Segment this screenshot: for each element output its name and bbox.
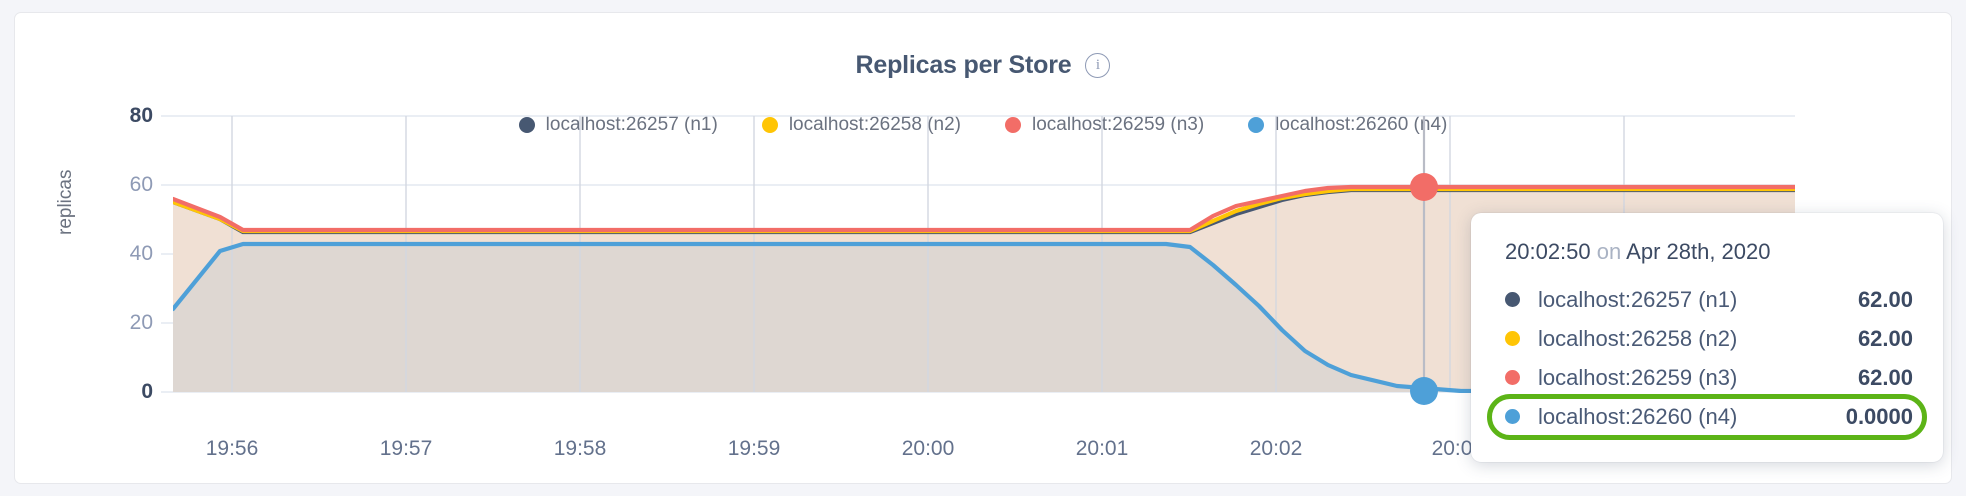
series-line-n3	[173, 184, 1795, 233]
chart-header: Replicas per Store i	[15, 51, 1951, 80]
hover-marker-n3	[1410, 173, 1438, 201]
area-fills	[173, 188, 1795, 392]
y-tick-40: 40	[129, 242, 153, 265]
x-tick-1959: 19:59	[727, 437, 781, 460]
legend-item-n1[interactable]: localhost:26257 (n1)	[518, 114, 718, 136]
tooltip-on-word: on	[1596, 239, 1622, 264]
tooltip-dot-icon-n1	[1505, 292, 1520, 307]
y-tick-0: 0	[141, 380, 153, 403]
x-tick-2003: 20:0	[1431, 437, 1473, 460]
legend-dot-icon-n1	[518, 117, 535, 133]
y-tick-20: 20	[129, 311, 153, 334]
area-fill-lower	[173, 244, 1795, 392]
legend-label-n2: localhost:26258 (n2)	[788, 114, 961, 135]
legend-item-n3[interactable]: localhost:26259 (n3)	[1005, 114, 1204, 136]
tooltip-label-n4: localhost:26260 (n4)	[1538, 403, 1738, 429]
chart-legend: localhost:26257 (n1) localhost:26258 (n2…	[15, 114, 1951, 136]
tooltip-value-n4: 0.0000	[1845, 403, 1913, 429]
tooltip-date: Apr 28th, 2020	[1626, 239, 1771, 264]
tooltip-timestamp: 20:02:50 on Apr 28th, 2020	[1505, 239, 1913, 265]
x-tick-1958: 19:58	[553, 437, 607, 460]
legend-dot-icon-n4	[1248, 117, 1265, 133]
tooltip-row-n2: localhost:26258 (n2) 62.00	[1505, 319, 1913, 358]
hover-marker-n4	[1410, 377, 1438, 405]
x-tick-1956: 19:56	[205, 437, 259, 460]
legend-dot-icon-n2	[761, 117, 778, 133]
tooltip-dot-icon-n2	[1505, 331, 1520, 346]
tooltip-time: 20:02:50	[1505, 239, 1591, 264]
tooltip-label-n3: localhost:26259 (n3)	[1538, 364, 1738, 390]
tooltip-value-n3: 62.00	[1857, 364, 1913, 390]
plot-area: replicas 80 60 40 20 0	[15, 13, 1953, 485]
x-tick-2000: 20:00	[901, 437, 955, 460]
y-axis-ticks: 80 60 40 20 0	[75, 13, 153, 485]
tooltip-row-n4: localhost:26260 (n4) 0.0000	[1487, 394, 1927, 440]
tooltip-value-n1: 62.00	[1857, 286, 1913, 312]
legend-dot-icon-n3	[1005, 117, 1021, 133]
tooltip-label-n2: localhost:26258 (n2)	[1538, 325, 1738, 351]
tooltip-value-n2: 62.00	[1857, 325, 1913, 351]
tooltip-row-n1: localhost:26257 (n1) 62.00	[1505, 280, 1913, 319]
x-tick-2002: 20:02	[1249, 437, 1303, 460]
hover-crosshair	[1410, 116, 1438, 405]
series-line-n4	[173, 241, 1795, 393]
legend-label-n1: localhost:26257 (n1)	[545, 114, 718, 135]
legend-item-n2[interactable]: localhost:26258 (n2)	[761, 114, 961, 136]
tooltip-dot-icon-n3	[1505, 370, 1520, 385]
y-tick-80: 80	[129, 104, 153, 127]
tooltip-dot-icon-n4	[1505, 409, 1520, 424]
y-tick-60: 60	[129, 173, 153, 196]
x-tick-1957: 19:57	[379, 437, 433, 460]
x-tick-2001: 20:01	[1075, 437, 1129, 460]
legend-label-n3: localhost:26259 (n3)	[1032, 114, 1205, 135]
chart-tooltip: 20:02:50 on Apr 28th, 2020 localhost:262…	[1471, 213, 1943, 462]
tooltip-label-n1: localhost:26257 (n1)	[1538, 286, 1738, 312]
legend-item-n4[interactable]: localhost:26260 (n4)	[1248, 114, 1447, 136]
info-icon[interactable]: i	[1085, 53, 1111, 78]
replicas-per-store-card: Replicas per Store i localhost:26257 (n1…	[14, 12, 1952, 484]
tooltip-row-n3: localhost:26259 (n3) 62.00	[1505, 358, 1913, 397]
legend-label-n4: localhost:26260 (n4)	[1275, 114, 1448, 135]
page-title: Replicas per Store	[855, 51, 1072, 79]
